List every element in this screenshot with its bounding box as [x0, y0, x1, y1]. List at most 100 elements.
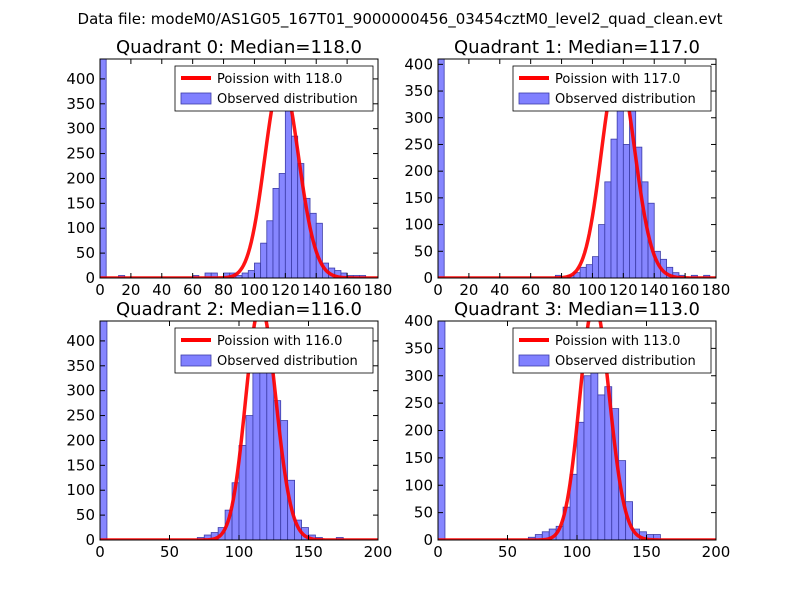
y-tick-label: 400: [404, 55, 433, 73]
y-tick-label: 300: [404, 109, 433, 127]
legend-poisson-label: Poission with 113.0: [555, 334, 680, 349]
y-tick-label: 350: [66, 357, 95, 375]
y-tick-label: 250: [404, 394, 433, 412]
y-tick-label: 100: [66, 219, 95, 237]
y-tick-label: 150: [404, 449, 433, 467]
x-tick-label: 180: [364, 281, 393, 299]
legend-observed-label: Observed distribution: [217, 92, 358, 107]
y-tick-label: 200: [66, 169, 95, 187]
y-tick-label: 300: [66, 120, 95, 138]
panel-title: Quadrant 1: Median=117.0: [454, 37, 700, 58]
histogram-bars: [438, 59, 711, 278]
x-tick-label: 150: [294, 543, 323, 561]
chart-panel-3: Quadrant 3: Median=113.0 0 50 100 150 200 0 50 1…: [404, 299, 730, 561]
histogram-bar: [100, 59, 107, 278]
x-tick-label: 0: [433, 281, 443, 299]
y-tick-label: 400: [66, 70, 95, 88]
histogram-bar: [245, 415, 254, 540]
histogram-bar: [241, 272, 249, 278]
histogram-bar: [438, 59, 445, 278]
poisson-curve: [438, 321, 716, 540]
x-tick-label: 120: [609, 281, 638, 299]
histogram-bar: [583, 375, 592, 540]
x-tick-label: 160: [671, 281, 700, 299]
histogram-bar: [100, 321, 108, 540]
legend-bar-swatch: [518, 354, 550, 367]
histogram-bar: [291, 135, 299, 278]
chart-panel-1: Quadrant 1: Median=117.00 20 40 60 80 100 120 1…: [404, 37, 730, 299]
x-tick-label: 100: [225, 543, 254, 561]
histogram-bar: [597, 394, 606, 540]
legend-bar-swatch: [518, 92, 550, 105]
y-tick-label: 0: [85, 531, 95, 549]
histogram-bar: [260, 242, 268, 278]
x-tick-label: 0: [95, 281, 105, 299]
histogram-bar: [604, 181, 612, 278]
y-tick-label: 150: [404, 189, 433, 207]
y-tick-label: 400: [404, 312, 433, 330]
histogram-bar: [653, 534, 661, 540]
y-tick-label: 300: [404, 367, 433, 385]
x-tick-label: 20: [459, 281, 478, 299]
y-tick-label: 200: [66, 431, 95, 449]
x-tick-label: 0: [95, 543, 105, 561]
x-tick-label: 20: [121, 281, 140, 299]
x-tick-label: 80: [552, 281, 571, 299]
chart-panel-0: Quadrant 0: Median=118.00 20 40 60 80 100 120 1…: [66, 37, 392, 299]
y-tick-label: 200: [404, 422, 433, 440]
histogram-bar: [284, 103, 292, 278]
panel-title: Quadrant 0: Median=118.0: [116, 37, 362, 58]
histogram-bar: [592, 256, 600, 278]
y-tick-label: 100: [66, 481, 95, 499]
x-tick-label: 100: [578, 281, 607, 299]
legend-observed-label: Observed distribution: [555, 92, 696, 107]
histogram-bar: [576, 421, 585, 540]
legend-poisson-label: Poission with 116.0: [217, 334, 342, 349]
x-tick-label: 80: [214, 281, 233, 299]
legend: Poission with 118.0 Observed distribution: [174, 65, 374, 112]
histogram-bar: [616, 95, 624, 278]
legend-bar-swatch: [180, 354, 212, 367]
y-tick-label: 0: [423, 531, 433, 549]
legend-observed-label: Observed distribution: [217, 354, 358, 369]
x-tick-label: 40: [490, 281, 509, 299]
x-tick-label: 140: [640, 281, 669, 299]
poisson-curve: [100, 75, 378, 278]
y-tick-label: 0: [85, 269, 95, 287]
histogram-bar: [252, 370, 261, 540]
x-tick-label: 50: [160, 543, 179, 561]
legend-poisson-label: Poission with 118.0: [217, 72, 342, 87]
y-tick-label: 350: [404, 339, 433, 357]
x-tick-label: 120: [271, 281, 300, 299]
panels: Quadrant 0: Median=118.00 20 40 60 80 100 120 1…: [66, 37, 730, 561]
x-tick-label: 0: [433, 543, 443, 561]
y-tick-label: 150: [66, 456, 95, 474]
x-tick-label: 50: [498, 543, 517, 561]
axes-frame: [99, 58, 379, 279]
x-tick-label: 160: [333, 281, 362, 299]
legend-bar-swatch: [180, 92, 212, 105]
y-tick-label: 350: [404, 82, 433, 100]
x-tick-label: 150: [632, 543, 661, 561]
y-tick-label: 0: [423, 269, 433, 287]
legend: Poission with 117.0 Observed distribution: [512, 65, 712, 112]
y-tick-label: 150: [66, 194, 95, 212]
y-tick-label: 200: [404, 162, 433, 180]
histogram-bar: [598, 224, 606, 278]
y-tick-label: 50: [76, 244, 95, 262]
y-tick-label: 250: [66, 145, 95, 163]
histogram-bar: [210, 272, 218, 278]
legend: Poission with 113.0 Observed distribution: [512, 327, 712, 374]
legend-poisson-label: Poission with 117.0: [555, 72, 680, 87]
y-tick-label: 100: [404, 216, 433, 234]
histogram-bar: [266, 220, 274, 278]
legend: Poission with 116.0 Observed distribution: [174, 327, 374, 374]
y-tick-label: 350: [66, 95, 95, 113]
x-tick-label: 40: [152, 281, 171, 299]
chart-panel-2: Quadrant 2: Median=116.0 0 50 100 150 200 0 50 1…: [66, 299, 392, 561]
histogram-bar: [622, 144, 630, 278]
y-tick-label: 50: [76, 506, 95, 524]
y-tick-label: 400: [66, 332, 95, 350]
panel-title: Quadrant 2: Median=116.0: [116, 299, 362, 320]
figure-suptitle: Data file: modeM0/AS1G05_167T01_90000004…: [78, 10, 723, 29]
